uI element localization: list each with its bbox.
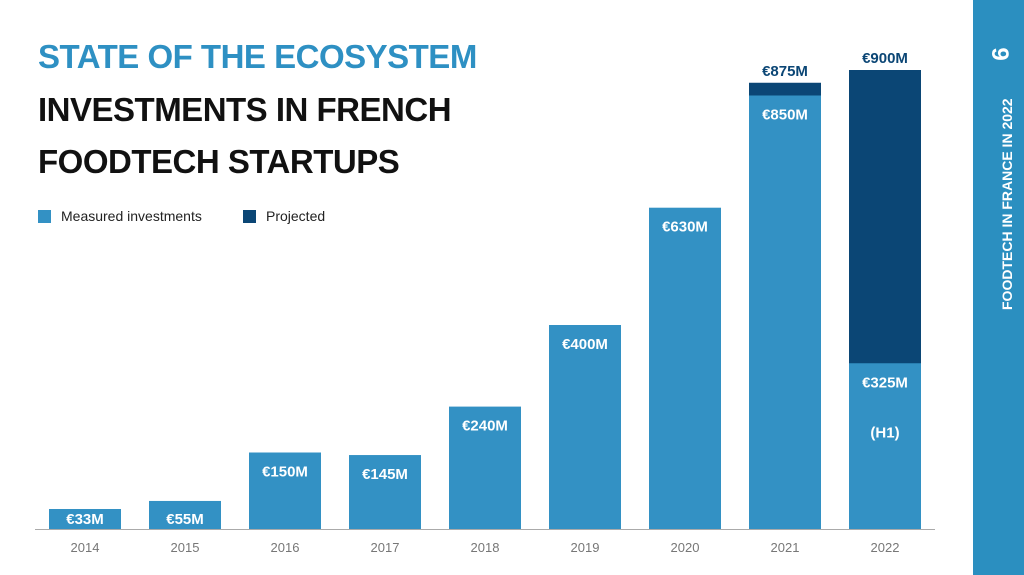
title-line-1: INVESTMENTS IN FRENCH — [38, 91, 452, 128]
legend-swatch-measured — [38, 209, 51, 223]
x-tick-2016: 2016 — [271, 540, 300, 555]
page-title: INVESTMENTS IN FRENCH FOODTECH STARTUPS — [38, 84, 452, 188]
label-measured-2020: €630M — [662, 219, 708, 236]
side-band: 9 FOODTECH IN FRANCE IN 2022 — [973, 0, 1024, 575]
label-measured-2016: €150M — [262, 464, 308, 481]
label-measured-2017: €145M — [362, 466, 408, 483]
x-tick-2022: 2022 — [871, 540, 900, 555]
label-projected-2021: €875M — [762, 63, 808, 80]
x-tick-2019: 2019 — [571, 540, 600, 555]
label-measured-2018: €240M — [462, 418, 508, 435]
bar-measured-2022 — [849, 363, 921, 529]
legend-swatch-projected — [243, 209, 256, 223]
label-projected-2022: €900M — [862, 50, 908, 67]
kicker-title: STATE OF THE ECOSYSTEM — [38, 38, 477, 75]
bar-measured-2019 — [549, 325, 621, 529]
bar-measured-2017 — [349, 455, 421, 529]
bar-chart: €33M 2014 €55M 2015 €150M 2016 €145M 2017 €240M 2… — [35, 50, 935, 555]
x-tick-2015: 2015 — [171, 540, 200, 555]
x-tick-2014: 2014 — [71, 540, 100, 555]
x-tick-2020: 2020 — [671, 540, 700, 555]
x-tick-2018: 2018 — [471, 540, 500, 555]
label-h1-2022: (H1) — [870, 424, 899, 441]
bar-measured-2020 — [649, 207, 721, 529]
label-measured-2014: €33M — [66, 511, 104, 528]
label-measured-2015: €55M — [166, 511, 204, 528]
legend-projected: Projected — [243, 208, 325, 224]
x-tick-2017: 2017 — [371, 540, 400, 555]
label-measured-2021: €850M — [762, 107, 808, 124]
label-measured-2022: €325M — [862, 374, 908, 391]
title-line-2: FOODTECH STARTUPS — [38, 143, 400, 180]
bar-measured-2018 — [449, 406, 521, 529]
bar-measured-2021 — [749, 95, 821, 529]
legend-label-projected: Projected — [266, 208, 326, 224]
side-label: FOODTECH IN FRANCE IN 2022 — [999, 98, 1015, 310]
bar-measured-2016 — [249, 452, 321, 529]
label-measured-2019: €400M — [562, 336, 608, 353]
legend-measured: Measured investments — [38, 208, 202, 224]
legend-label-measured: Measured investments — [61, 208, 202, 224]
bar-measured-2015 — [149, 500, 221, 529]
x-tick-2021: 2021 — [771, 540, 800, 555]
page-number: 9 — [986, 47, 1013, 61]
bar-measured-2014 — [49, 509, 121, 529]
